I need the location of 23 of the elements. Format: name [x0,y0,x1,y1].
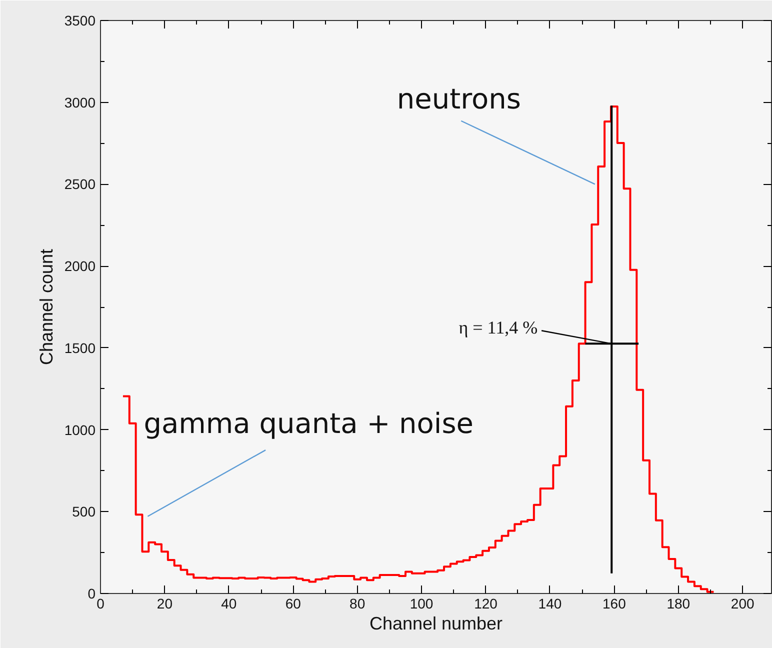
y-tick-label: 3500 [64,12,96,28]
y-tick-label: 3000 [64,94,96,110]
y-axis-title: Channel count [36,248,56,366]
annotation: gamma quanta + noise [144,406,474,440]
x-tick-label: 120 [474,596,498,612]
y-tick-label: 2000 [64,258,96,274]
x-tick-label: 140 [538,596,562,612]
y-tick-label: 500 [72,504,96,520]
annotation: neutrons [396,82,521,116]
x-tick-label: 60 [285,596,302,612]
y-tick-label: 1500 [64,340,96,356]
y-tick-label: 2500 [64,176,96,192]
x-tick-label: 180 [666,596,690,612]
y-tick-label: 0 [88,586,96,602]
x-tick-label: 100 [410,596,434,612]
x-tick-label: 80 [350,596,366,612]
y-tick-label: 1000 [64,422,96,438]
x-axis-title: Channel number [369,614,503,634]
x-tick-label: 20 [156,596,173,612]
annotation: η = 11,4 % [458,318,538,338]
x-tick-label: 200 [730,596,754,612]
x-tick-label: 160 [602,596,626,612]
x-tick-label: 40 [221,596,237,612]
